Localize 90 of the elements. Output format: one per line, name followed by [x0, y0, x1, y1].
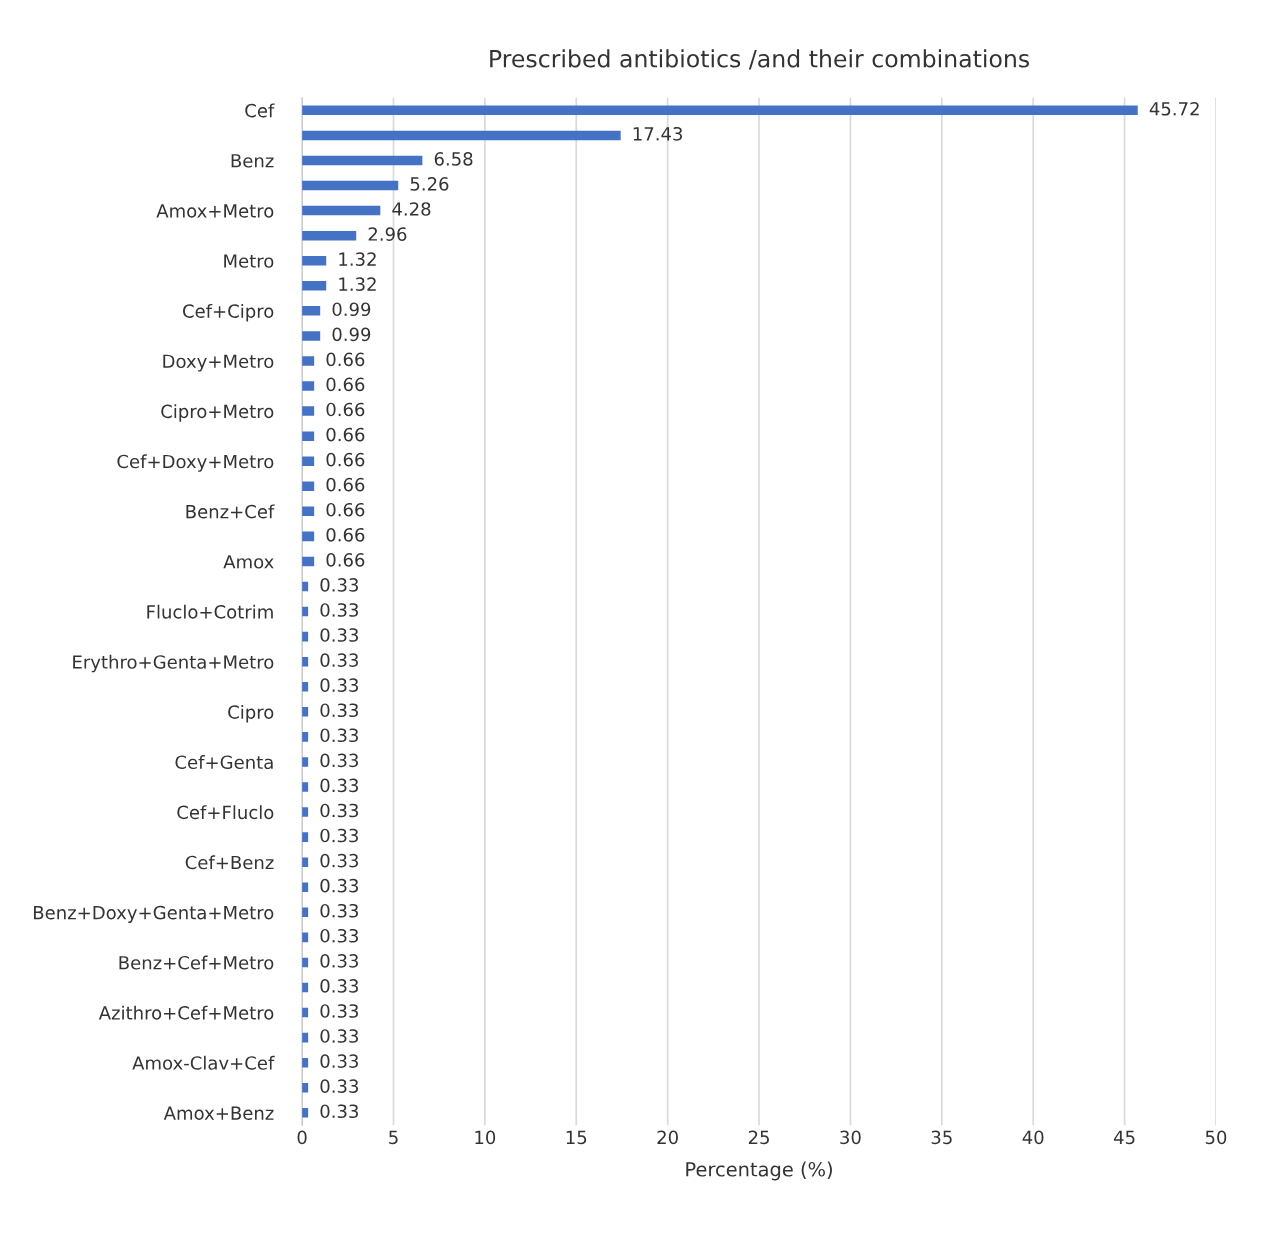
- data-label: 0.66: [326, 477, 365, 492]
- data-label: 0.33: [320, 979, 358, 993]
- y-tick-label: Cef+Doxy+Metro: [117, 454, 274, 472]
- data-label: 0.66: [326, 427, 365, 442]
- data-label: 0.33: [320, 1004, 358, 1018]
- y-tick-label: Cipro+Metro: [161, 404, 274, 422]
- y-tick-label: Fluclo+Cotrim: [147, 604, 273, 619]
- chart-title: Prescribed antibiotics /and their combinations: [490, 49, 1030, 70]
- y-tick-label: Amox+Benz: [163, 1106, 274, 1120]
- data-label: 17.43: [633, 126, 683, 141]
- y-tick-label: Benz: [231, 154, 274, 168]
- x-tick-label: 0: [297, 1130, 307, 1145]
- data-label: 0.33: [320, 578, 358, 592]
- bar: [302, 356, 315, 366]
- data-label: 0.66: [326, 553, 365, 567]
- data-label: 0.99: [332, 302, 371, 317]
- x-tick-label: 25: [748, 1130, 769, 1145]
- y-tick-label: Benz+Cef: [186, 504, 275, 519]
- bar: [302, 130, 621, 141]
- data-label: 0.33: [320, 903, 358, 918]
- x-tick-label: 5: [389, 1130, 398, 1145]
- data-label: 0.33: [320, 828, 358, 843]
- x-tick-label: 45: [1113, 1130, 1135, 1145]
- x-axis-title: Percentage (%): [686, 1161, 832, 1181]
- bar: [302, 155, 423, 166]
- bar: [302, 456, 315, 466]
- data-label: 0.99: [332, 327, 371, 342]
- data-label: 0.33: [320, 753, 358, 768]
- data-label: 0.33: [320, 1029, 358, 1043]
- y-tick-label: Cef: [245, 103, 275, 118]
- bar: [302, 281, 327, 291]
- data-label: 2.96: [368, 227, 407, 241]
- bar: [302, 205, 381, 216]
- data-label: 0.33: [320, 778, 358, 793]
- data-label: 0.66: [326, 502, 365, 517]
- data-label: 0.66: [326, 377, 365, 392]
- y-tick-label: Amox-Clav+Cef: [132, 1055, 275, 1070]
- x-tick-label: 30: [840, 1130, 861, 1145]
- bar: [302, 431, 315, 441]
- y-tick-label: Amox: [223, 555, 274, 569]
- bar: [302, 381, 315, 391]
- data-label: 0.33: [320, 928, 358, 943]
- x-tick-label: 50: [1205, 1130, 1227, 1145]
- x-tick-label: 40: [1022, 1130, 1044, 1145]
- x-tick-label: 15: [566, 1130, 587, 1145]
- y-tick-label: Benz+Cef+Metro: [119, 955, 274, 970]
- data-label: 1.32: [339, 277, 376, 292]
- y-tick-label: Cipro: [228, 704, 274, 723]
- y-tick-label: Cef+Benz: [185, 855, 274, 870]
- bar: [302, 255, 327, 266]
- data-label: 0.66: [326, 352, 365, 367]
- y-tick-label: Metro: [224, 254, 274, 268]
- data-label: 0.33: [320, 878, 358, 893]
- data-label: 0.33: [320, 678, 358, 692]
- data-label: 0.66: [326, 402, 365, 417]
- bar: [302, 180, 399, 191]
- bar: [302, 306, 321, 316]
- data-label: 0.33: [320, 703, 358, 718]
- data-label: 1.32: [339, 252, 376, 266]
- y-tick-label: Cef+Fluclo: [177, 805, 274, 820]
- x-tick-label: 20: [657, 1130, 678, 1145]
- data-label: 0.33: [320, 1079, 358, 1093]
- bar: [302, 406, 315, 416]
- data-label: 0.33: [320, 803, 358, 818]
- data-label: 0.66: [326, 527, 365, 542]
- bar: [302, 331, 321, 341]
- data-label: 0.33: [320, 628, 358, 642]
- data-label: 0.33: [320, 728, 358, 743]
- bar: [302, 105, 1138, 116]
- data-label: 4.28: [392, 202, 431, 216]
- data-label: 0.33: [320, 653, 358, 667]
- data-label: 0.33: [320, 853, 358, 868]
- y-tick-label: Benz+Doxy+Genta+Metro: [34, 905, 274, 923]
- y-tick-label: Azithro+Cef+Metro: [98, 1005, 274, 1020]
- data-label: 0.66: [326, 452, 365, 467]
- y-tick-label: Cef+Genta: [175, 755, 273, 770]
- data-label: 0.33: [320, 603, 358, 617]
- x-tick-label: 35: [931, 1130, 952, 1145]
- data-label: 0.33: [320, 1104, 358, 1119]
- y-tick-label: Amox+Metro: [156, 204, 274, 218]
- x-tick-label: 10: [475, 1130, 496, 1145]
- y-tick-label: Cef+Cipro: [182, 303, 274, 322]
- data-label: 0.33: [320, 954, 358, 968]
- bar: [302, 230, 357, 241]
- data-label: 0.33: [320, 1054, 358, 1068]
- y-tick-label: Doxy+Metro: [163, 354, 274, 372]
- data-label: 5.26: [410, 177, 449, 191]
- data-label: 45.72: [1149, 101, 1199, 116]
- y-tick-label: Erythro+Genta+Metro: [73, 654, 274, 673]
- data-label: 6.58: [434, 152, 473, 166]
